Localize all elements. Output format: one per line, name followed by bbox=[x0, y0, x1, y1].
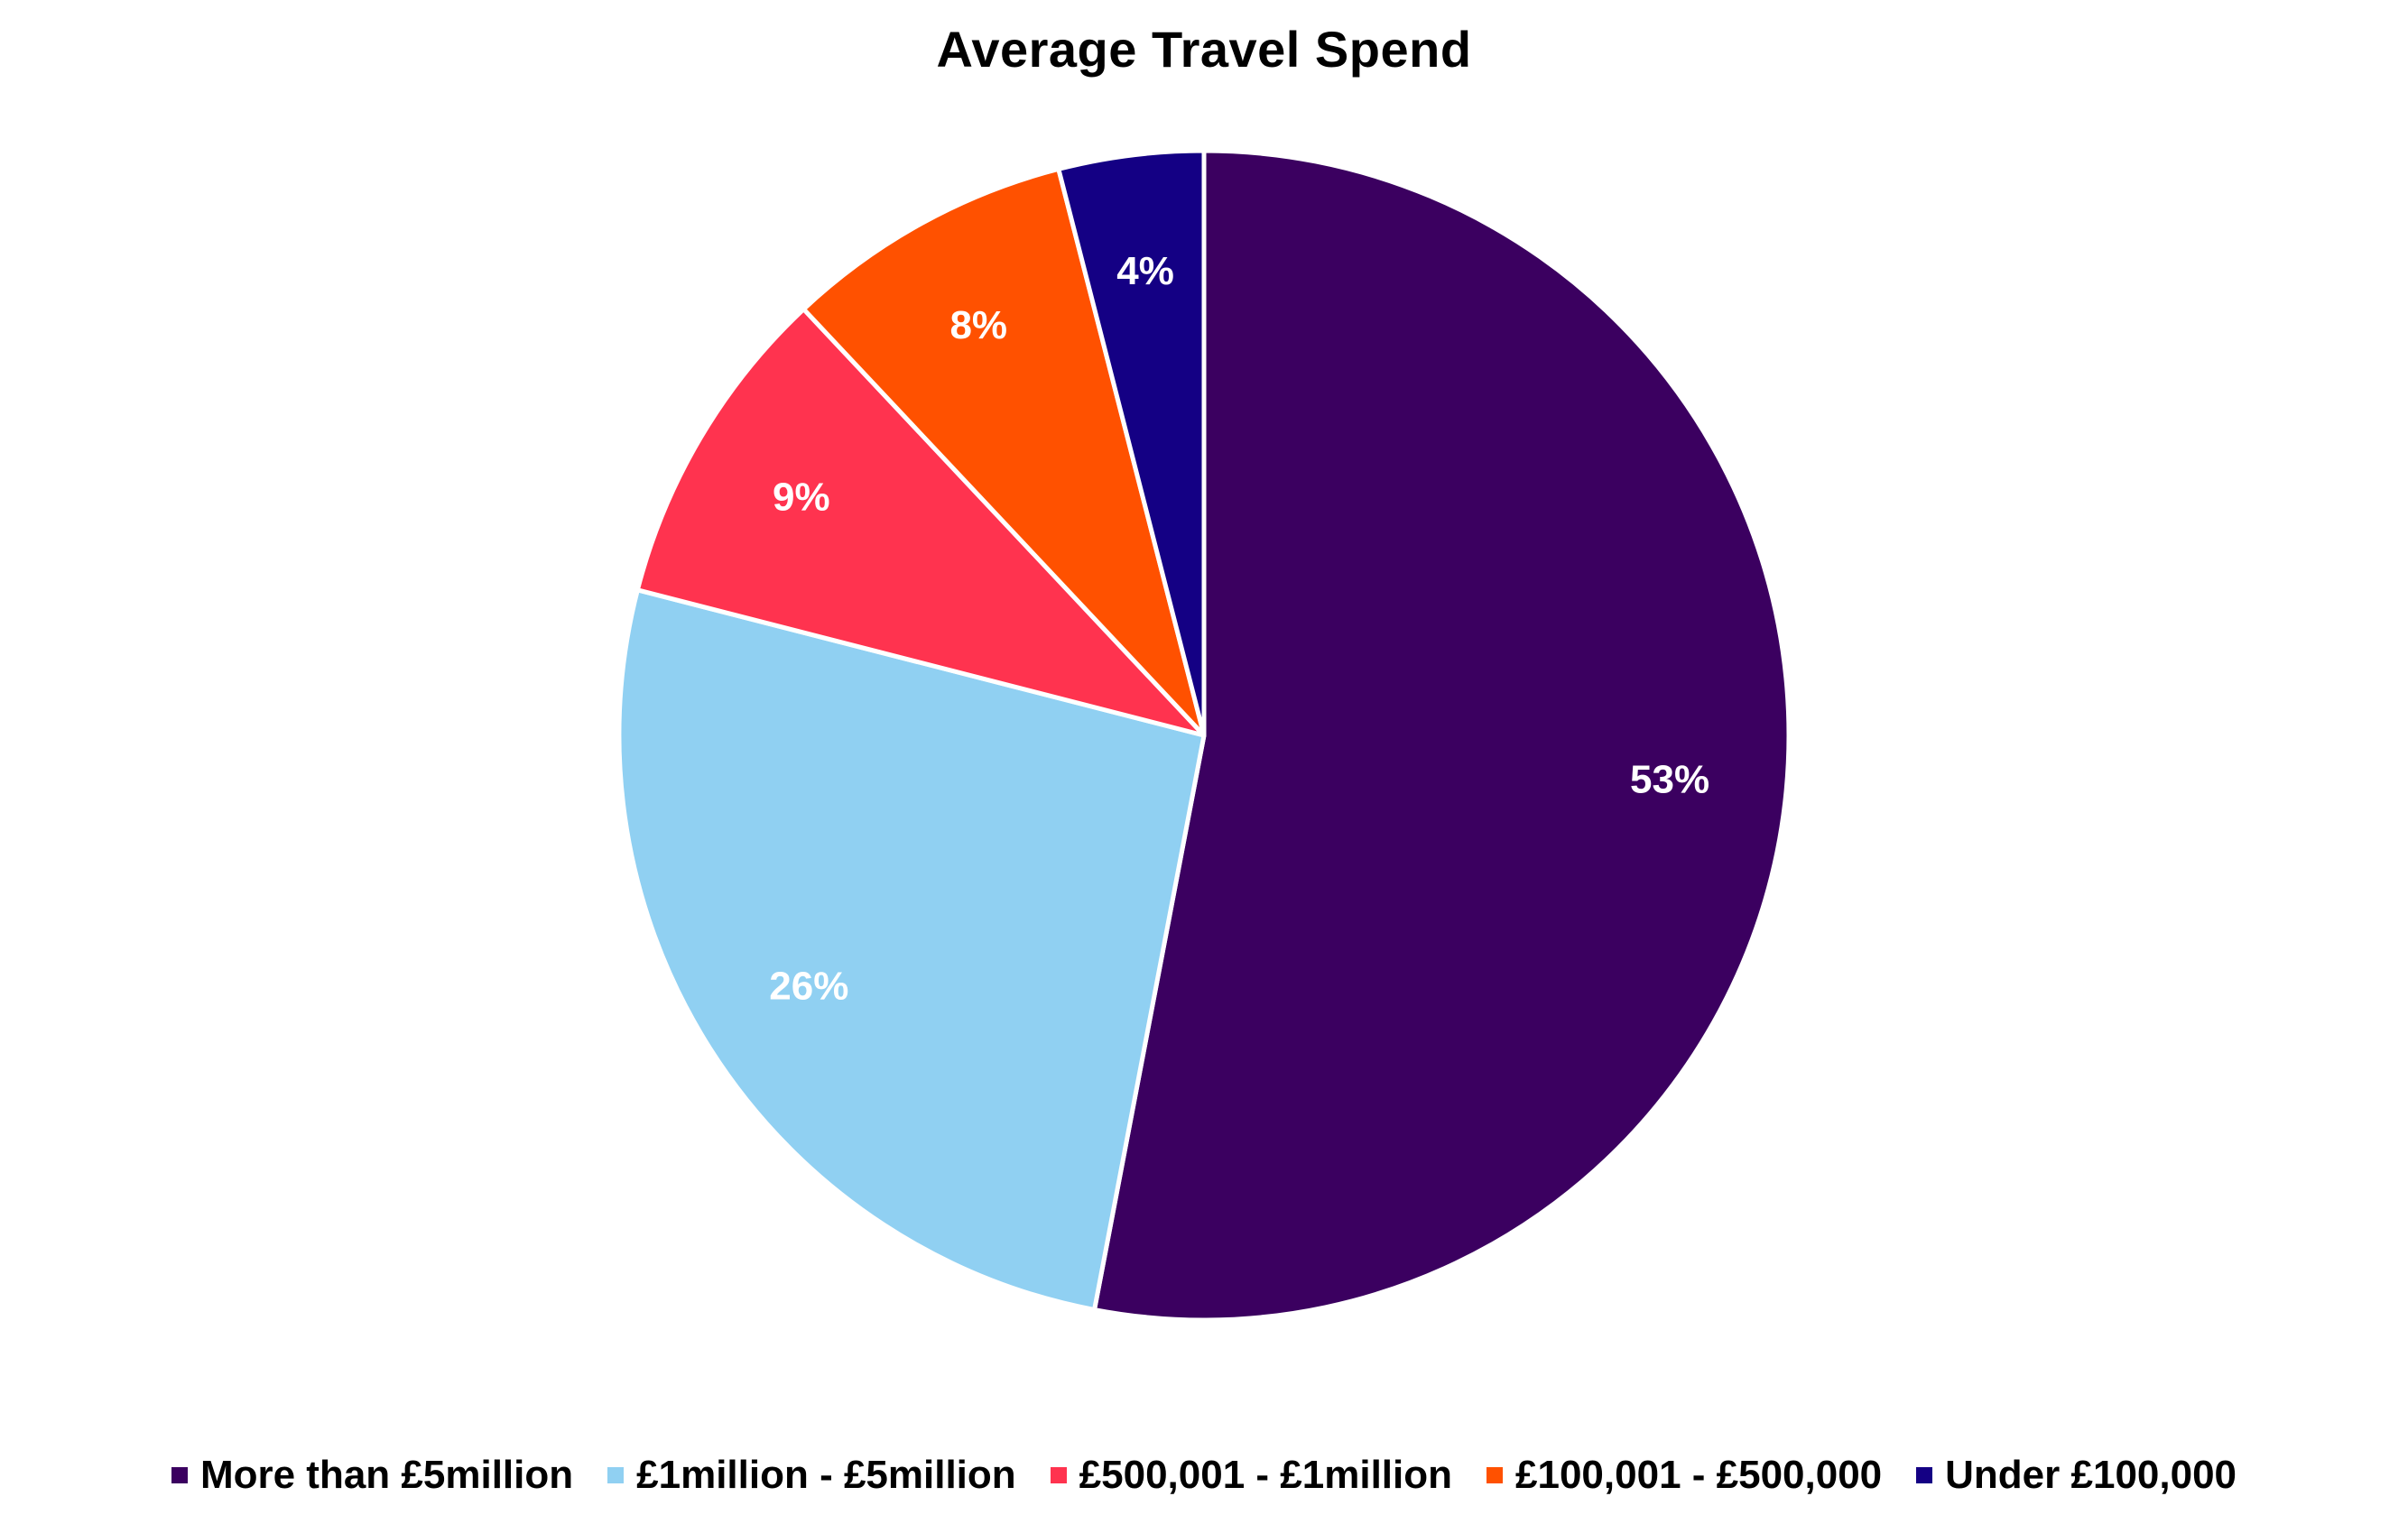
pie-slice-100-001-500-000 bbox=[801, 166, 1207, 738]
pie-slice-1million-5million bbox=[616, 587, 1207, 1313]
legend-item-100-001-500-000: £100,001 - £500,000 bbox=[1486, 1453, 1882, 1498]
legend-item-more-than-5million: More than £5million bbox=[171, 1453, 573, 1498]
legend-label: More than £5million bbox=[199, 1453, 574, 1497]
pie-slice-500-001-1million bbox=[634, 307, 1207, 738]
data-label-100-001-500-000: 8% bbox=[949, 303, 1007, 347]
pie-slices bbox=[616, 148, 1792, 1323]
legend-swatch bbox=[1916, 1467, 1933, 1483]
legend-label: £100,001 - £500,000 bbox=[1515, 1453, 1883, 1497]
data-label-more-than-5million: 53% bbox=[1630, 757, 1709, 801]
chart-title: Average Travel Spend bbox=[936, 21, 1472, 78]
data-label-1million-5million: 26% bbox=[769, 964, 848, 1008]
pie-slice-under-100-000 bbox=[1056, 148, 1207, 738]
legend-item-500-001-1million: £500,001 - £1million bbox=[1050, 1453, 1453, 1498]
pie-slice-more-than-5million bbox=[1092, 148, 1792, 1323]
data-label-under-100-000: 4% bbox=[1116, 249, 1174, 293]
slice-labels: 53% 26% 9% 8% 4% bbox=[769, 249, 1709, 1008]
legend-swatch bbox=[607, 1467, 625, 1483]
data-label-500-001-1million: 9% bbox=[773, 476, 830, 520]
legend-label: £500,001 - £1million bbox=[1079, 1453, 1453, 1497]
legend-item-under-100-000: Under £100,000 bbox=[1916, 1453, 2237, 1498]
legend: More than £5million £1million - £5million… bbox=[0, 1453, 2408, 1498]
legend-label: £1million - £5million bbox=[636, 1453, 1016, 1497]
legend-item-1million-5million: £1million - £5million bbox=[607, 1453, 1016, 1498]
legend-swatch bbox=[171, 1467, 188, 1483]
legend-swatch bbox=[1486, 1467, 1504, 1483]
legend-swatch bbox=[1050, 1467, 1067, 1483]
legend-label: Under £100,000 bbox=[1945, 1453, 2237, 1497]
